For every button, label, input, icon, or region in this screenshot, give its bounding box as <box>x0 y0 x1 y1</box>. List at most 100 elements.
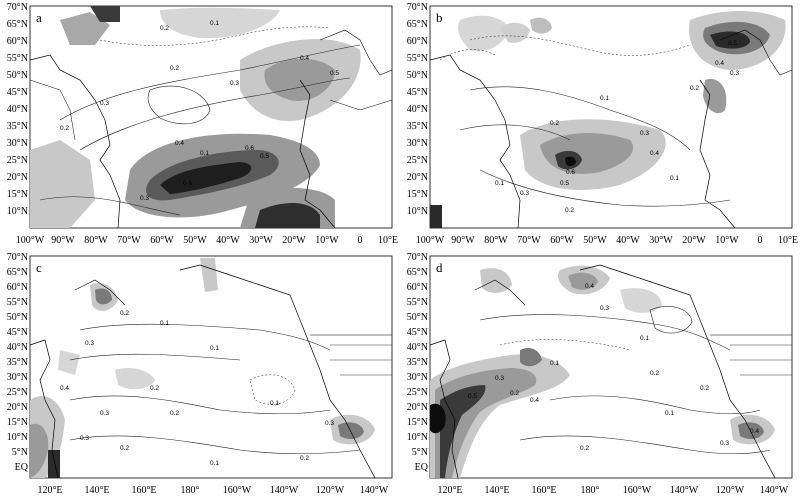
panel-b-ytick: 30°N <box>407 138 428 149</box>
panel-a-xtick: 10°W <box>315 235 339 246</box>
panel-b-ytick: 60°N <box>407 36 428 47</box>
panel-d-map: 0.1 0.2 0.3 0.4 0.5 0.4 0.3 0.2 0.1 0.2 … <box>429 255 793 479</box>
panel-d-contour-label: 0.5 <box>468 393 477 400</box>
panel-a-xtick: 100°W <box>16 235 45 246</box>
panel-d-xtick: 180° <box>581 485 600 496</box>
panel-a-contour-label: 0.4 <box>175 140 184 147</box>
panel-a-xtick: 30°W <box>249 235 273 246</box>
panel-d-ytick: 45°N <box>407 327 428 338</box>
panel-b-xtick: 60°W <box>550 235 574 246</box>
panel-a-contour-label: 0.4 <box>300 55 309 62</box>
panel-b-xaxis: 100°W 90°W 80°W 70°W 60°W 50°W 40°W 30°W… <box>416 235 798 246</box>
panel-d-ytick: 35°N <box>407 357 428 368</box>
panel-d-xtick: 120°E <box>437 485 462 496</box>
panel-d-contour-label: 0.4 <box>585 283 594 290</box>
panel-b-map: 0.1 0.2 0.3 0.4 0.5 0.6 0.3 0.2 0.1 0.2 … <box>429 5 793 229</box>
panel-a-ytick: 50°N <box>7 70 28 81</box>
panel-c-frame <box>29 255 393 479</box>
panel-c-ytick: 35°N <box>7 357 28 368</box>
panel-c-contour-label: 0.4 <box>60 385 69 392</box>
panel-b-ytick: 35°N <box>407 121 428 132</box>
panel-a-yaxis: 70°N 65°N 60°N 55°N 50°N 45°N 40°N 35°N … <box>7 2 28 217</box>
panel-d-ytick: 70°N <box>407 252 428 263</box>
panel-c-ytick: 30°N <box>7 372 28 383</box>
panel-a-ytick: 25°N <box>7 155 28 166</box>
panel-a-xtick: 90°W <box>51 235 75 246</box>
panel-c-contour-label: 0.1 <box>210 345 219 352</box>
panel-a-ytick: 35°N <box>7 121 28 132</box>
panel-a-ytick: 70°N <box>7 2 28 13</box>
panel-b-contour-label: 0.1 <box>495 180 504 187</box>
panel-d-ytick: 40°N <box>407 342 428 353</box>
panel-d-contour-label: 0.2 <box>510 390 519 397</box>
panel-b-xtick: 10°W <box>715 235 739 246</box>
panel-a-xtick: 80°W <box>84 235 108 246</box>
panel-d-label: d <box>436 260 443 275</box>
panel-b-xtick: 20°W <box>682 235 706 246</box>
panel-b-contour-label: 0.4 <box>650 150 659 157</box>
panel-d: 0.1 0.2 0.3 0.4 0.5 0.4 0.3 0.2 0.1 0.2 … <box>400 250 800 499</box>
panel-b-yaxis: 70°N 65°N 60°N 55°N 50°N 45°N 40°N 35°N … <box>407 2 428 217</box>
panel-c-contour-label: 0.3 <box>85 340 94 347</box>
panel-b-ytick: 50°N <box>407 70 428 81</box>
panel-b-contour-label: 0.2 <box>550 120 559 127</box>
panel-c-contour-label: 0.1 <box>160 320 169 327</box>
panel-a-contour-label: 0.1 <box>210 20 219 27</box>
panel-d-ytick: 5°N <box>412 447 428 458</box>
panel-a-ytick: 15°N <box>7 189 28 200</box>
panel-c-ytick: 10°N <box>7 432 28 443</box>
panel-b-contour-label: 0.6 <box>566 169 575 176</box>
panel-b-ytick: 15°N <box>407 189 428 200</box>
panel-b-xtick: 80°W <box>484 235 508 246</box>
panel-d-ytick: EQ <box>415 462 429 473</box>
panel-c-contour-label: 0.3 <box>325 420 334 427</box>
panel-d-svg: 0.1 0.2 0.3 0.4 0.5 0.4 0.3 0.2 0.1 0.2 … <box>407 252 793 496</box>
panel-c-contour-label: 0.1 <box>210 460 219 467</box>
panel-d-xtick: 140°W <box>760 485 789 496</box>
panel-a-map: 0.2 0.3 0.4 0.5 0.1 0.2 0.3 0.4 0.5 0.6 … <box>29 5 393 229</box>
panel-d-ytick: 20°N <box>407 402 428 413</box>
panel-b-contour-label: 0.4 <box>715 60 724 67</box>
panel-b-xtick: 70°W <box>517 235 541 246</box>
panel-c-xtick: 180° <box>181 485 200 496</box>
panel-c-xtick: 140°W <box>270 485 299 496</box>
panel-d-xtick: 140°W <box>670 485 699 496</box>
panel-c-yaxis: 70°N 65°N 60°N 55°N 50°N 45°N 40°N 35°N … <box>7 252 29 473</box>
panel-b-ytick: 25°N <box>407 155 428 166</box>
panel-b-ytick: 20°N <box>407 172 428 183</box>
panel-d-ytick: 60°N <box>407 282 428 293</box>
panel-a-xtick: 10°E <box>378 235 398 246</box>
panel-b-contour-label: 0.3 <box>640 130 649 137</box>
panel-c-xtick: 140°E <box>84 485 109 496</box>
panel-d-xtick: 140°E <box>484 485 509 496</box>
panel-c-ytick: 25°N <box>7 387 28 398</box>
panel-a-ytick: 10°N <box>7 206 28 217</box>
panel-a-contour-label: 0.3 <box>230 80 239 87</box>
panel-c-ytick: 20°N <box>7 402 28 413</box>
panel-b-xtick: 40°W <box>616 235 640 246</box>
panel-a-xtick: 40°W <box>216 235 240 246</box>
panel-c-contour-label: 0.2 <box>300 455 309 462</box>
panel-d-ytick: 65°N <box>407 267 428 278</box>
panel-b-xtick: 100°W <box>416 235 445 246</box>
panel-b-ytick: 70°N <box>407 2 428 13</box>
panel-c-ytick: 70°N <box>7 252 28 263</box>
panel-a-ytick: 60°N <box>7 36 28 47</box>
panel-c-contour-label: 0.2 <box>120 445 129 452</box>
panel-a-xaxis: 100°W 90°W 80°W 70°W 60°W 50°W 40°W 30°W… <box>16 235 398 246</box>
panel-a-xtick: 0 <box>358 235 363 246</box>
panel-d-contour-label: 0.2 <box>650 370 659 377</box>
panel-b-ytick: 45°N <box>407 87 428 98</box>
panel-c-ytick: 55°N <box>7 297 28 308</box>
panel-b-contour-label: 0.5 <box>728 40 737 47</box>
panel-a-xtick: 20°W <box>282 235 306 246</box>
panel-b-xtick: 50°W <box>583 235 607 246</box>
panel-c-ytick: EQ <box>15 462 29 473</box>
panel-b-xtick: 30°W <box>649 235 673 246</box>
panel-a-contour-label: 0.2 <box>160 25 169 32</box>
panel-c-xtick: 160°W <box>223 485 252 496</box>
panel-c-svg: 0.1 0.2 0.3 0.1 0.2 0.3 0.2 0.1 0.2 0.3 … <box>7 252 393 496</box>
panel-b-xtick: 0 <box>758 235 763 246</box>
panel-b-contour-label: 0.3 <box>520 190 529 197</box>
